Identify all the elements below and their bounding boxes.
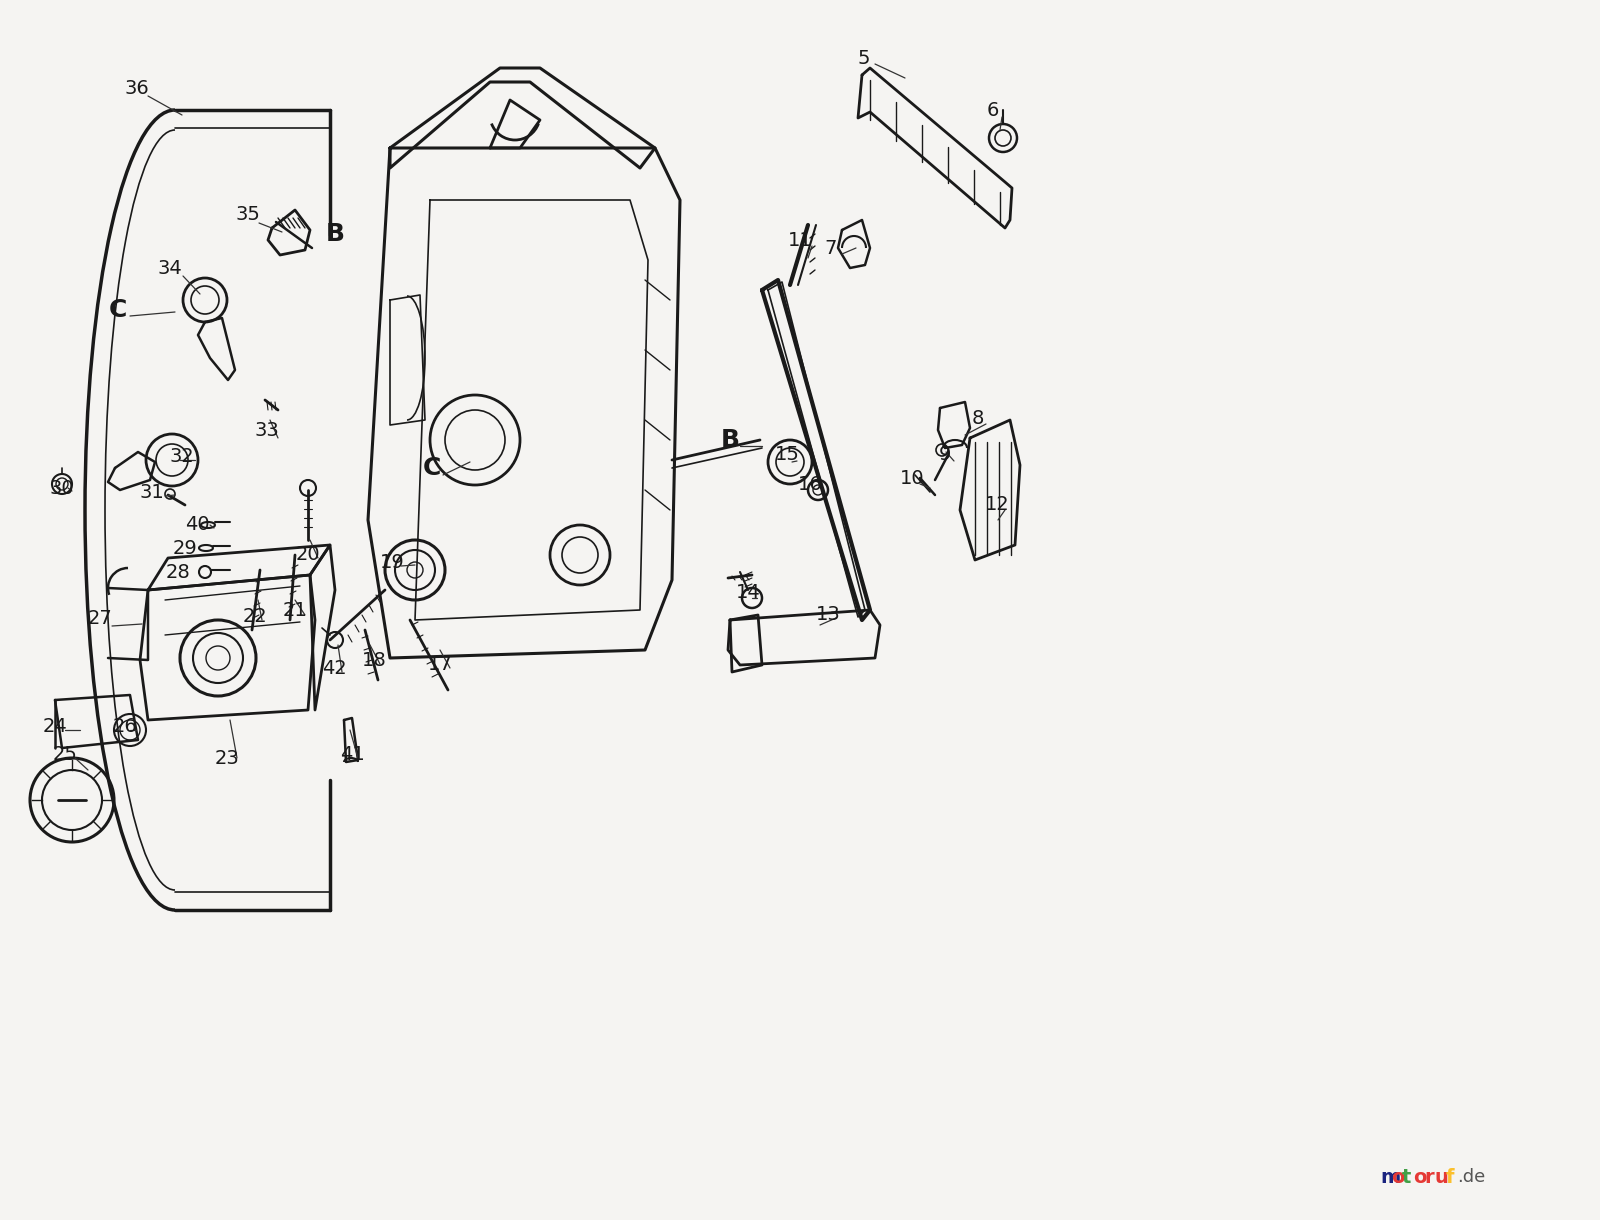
Text: t: t: [1402, 1168, 1411, 1187]
Text: B: B: [720, 428, 739, 451]
Text: 42: 42: [322, 659, 346, 677]
Text: 41: 41: [339, 745, 365, 765]
Text: 35: 35: [235, 205, 261, 224]
Text: 11: 11: [787, 231, 813, 250]
Text: 12: 12: [984, 494, 1010, 514]
Text: 13: 13: [816, 604, 840, 623]
Text: 20: 20: [296, 545, 320, 565]
Text: C: C: [422, 456, 442, 479]
Text: 33: 33: [254, 421, 280, 439]
Text: 17: 17: [427, 654, 453, 673]
Text: 19: 19: [379, 553, 405, 571]
Text: 23: 23: [214, 749, 240, 767]
Text: 29: 29: [173, 538, 197, 558]
Text: 31: 31: [139, 482, 165, 501]
Text: r: r: [1424, 1168, 1434, 1187]
Text: 34: 34: [158, 259, 182, 277]
Text: 5: 5: [858, 49, 870, 67]
Text: 8: 8: [971, 409, 984, 427]
Text: 10: 10: [899, 468, 925, 488]
Text: 16: 16: [798, 475, 822, 494]
Text: 18: 18: [362, 650, 386, 670]
Text: 7: 7: [826, 238, 837, 257]
Text: 22: 22: [243, 606, 267, 626]
Text: 32: 32: [170, 447, 194, 466]
Text: 36: 36: [125, 78, 149, 98]
Text: 6: 6: [987, 100, 998, 120]
Text: 27: 27: [88, 609, 112, 627]
Text: 25: 25: [53, 745, 77, 765]
Text: .de: .de: [1458, 1168, 1485, 1186]
Text: 21: 21: [283, 600, 307, 620]
Text: f: f: [1446, 1168, 1454, 1187]
Text: 24: 24: [43, 716, 67, 736]
Text: B: B: [325, 222, 344, 246]
Text: 15: 15: [774, 445, 800, 465]
Text: o: o: [1413, 1168, 1427, 1187]
Text: 28: 28: [166, 562, 190, 582]
Text: 30: 30: [50, 478, 74, 498]
Text: C: C: [109, 298, 126, 322]
Text: 14: 14: [736, 582, 760, 601]
Text: m: m: [1379, 1168, 1400, 1187]
Text: 26: 26: [112, 716, 138, 736]
Text: u: u: [1435, 1168, 1450, 1187]
Text: 40: 40: [184, 515, 210, 533]
Text: 9: 9: [939, 445, 950, 465]
Text: o: o: [1390, 1168, 1405, 1187]
